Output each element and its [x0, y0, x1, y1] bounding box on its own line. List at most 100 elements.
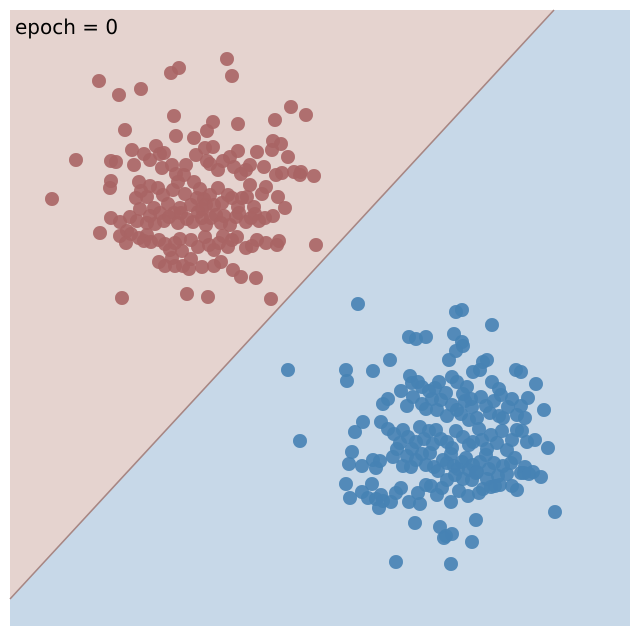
data-point-class-a — [243, 178, 257, 192]
data-point-class-b — [518, 411, 532, 425]
data-point-class-b — [394, 481, 408, 495]
data-point-class-a — [271, 190, 285, 204]
data-point-class-b — [431, 464, 445, 478]
data-point-class-b — [515, 424, 529, 438]
data-point-class-a — [93, 226, 107, 240]
data-point-class-a — [179, 158, 193, 172]
data-point-class-a — [178, 187, 192, 201]
data-point-class-b — [496, 411, 510, 425]
data-point-class-b — [510, 483, 524, 497]
data-point-class-a — [307, 169, 321, 183]
data-point-class-b — [541, 441, 555, 455]
data-point-class-b — [548, 505, 562, 519]
data-point-class-a — [284, 100, 298, 114]
data-point-class-b — [419, 330, 433, 344]
data-point-class-b — [522, 467, 536, 481]
data-point-class-b — [490, 436, 504, 450]
data-point-class-a — [157, 146, 171, 160]
data-point-class-b — [514, 365, 528, 379]
data-point-class-a — [309, 238, 323, 252]
data-point-class-b — [383, 353, 397, 367]
data-point-class-b — [493, 478, 507, 492]
data-point-class-a — [172, 61, 186, 75]
data-point-class-b — [528, 433, 542, 447]
data-point-class-b — [465, 535, 479, 549]
data-point-class-b — [402, 495, 416, 509]
data-point-class-a — [278, 201, 292, 215]
data-point-class-b — [381, 392, 395, 406]
data-point-class-a — [184, 252, 198, 266]
data-point-class-b — [411, 375, 425, 389]
data-point-class-b — [423, 446, 437, 460]
epoch-annotation: epoch = 0 — [15, 15, 118, 39]
data-point-class-a — [249, 271, 263, 285]
data-point-class-a — [187, 131, 201, 145]
data-point-class-b — [432, 375, 446, 389]
data-point-class-b — [445, 527, 459, 541]
data-point-class-a — [250, 145, 264, 159]
data-point-class-a — [171, 175, 185, 189]
data-point-class-a — [173, 232, 187, 246]
data-point-class-b — [389, 555, 403, 569]
data-point-class-b — [342, 457, 356, 471]
data-point-class-b — [355, 459, 369, 473]
data-point-class-a — [206, 140, 220, 154]
data-point-class-b — [460, 380, 474, 394]
data-point-class-a — [180, 287, 194, 301]
data-point-class-a — [167, 109, 181, 123]
data-point-class-b — [390, 442, 404, 456]
data-point-class-a — [272, 234, 286, 248]
data-point-class-b — [373, 454, 387, 468]
data-point-class-a — [231, 117, 245, 131]
data-point-class-b — [469, 513, 483, 527]
data-point-class-a — [118, 123, 132, 137]
data-point-class-b — [480, 353, 494, 367]
data-point-class-b — [394, 384, 408, 398]
data-point-class-b — [434, 393, 448, 407]
data-point-class-b — [495, 424, 509, 438]
data-point-class-b — [529, 377, 543, 391]
data-point-class-b — [348, 425, 362, 439]
data-point-class-a — [243, 158, 257, 172]
data-point-class-a — [169, 129, 183, 143]
data-point-class-b — [413, 497, 427, 511]
data-point-class-a — [140, 190, 154, 204]
data-point-class-b — [508, 451, 522, 465]
data-point-class-a — [125, 143, 139, 157]
data-point-class-a — [266, 209, 280, 223]
data-point-class-b — [534, 470, 548, 484]
data-point-class-a — [294, 165, 308, 179]
data-point-class-a — [225, 69, 239, 83]
data-point-class-a — [112, 88, 126, 102]
data-point-class-b — [449, 344, 463, 358]
data-point-class-a — [264, 292, 278, 306]
data-point-class-b — [281, 363, 295, 377]
data-point-class-b — [365, 477, 379, 491]
data-point-class-b — [293, 434, 307, 448]
data-point-class-a — [265, 143, 279, 157]
data-point-class-b — [340, 374, 354, 388]
data-point-class-b — [372, 501, 386, 515]
data-point-class-b — [470, 411, 484, 425]
data-point-class-b — [444, 447, 458, 461]
data-point-class-b — [356, 415, 370, 429]
data-point-class-a — [175, 244, 189, 258]
data-point-class-a — [201, 290, 215, 304]
data-point-class-a — [259, 180, 273, 194]
data-point-class-a — [214, 255, 228, 269]
data-point-class-b — [469, 466, 483, 480]
data-point-class-a — [69, 153, 83, 167]
data-point-class-a — [191, 240, 205, 254]
data-point-class-a — [257, 160, 271, 174]
data-point-class-a — [299, 108, 313, 122]
data-point-class-b — [514, 399, 528, 413]
data-point-class-a — [230, 230, 244, 244]
data-point-class-b — [465, 400, 479, 414]
data-point-class-b — [339, 363, 353, 377]
data-point-class-b — [537, 403, 551, 417]
data-point-class-a — [231, 144, 245, 158]
data-point-class-b — [366, 364, 380, 378]
data-point-class-b — [339, 477, 353, 491]
data-point-class-a — [275, 166, 289, 180]
